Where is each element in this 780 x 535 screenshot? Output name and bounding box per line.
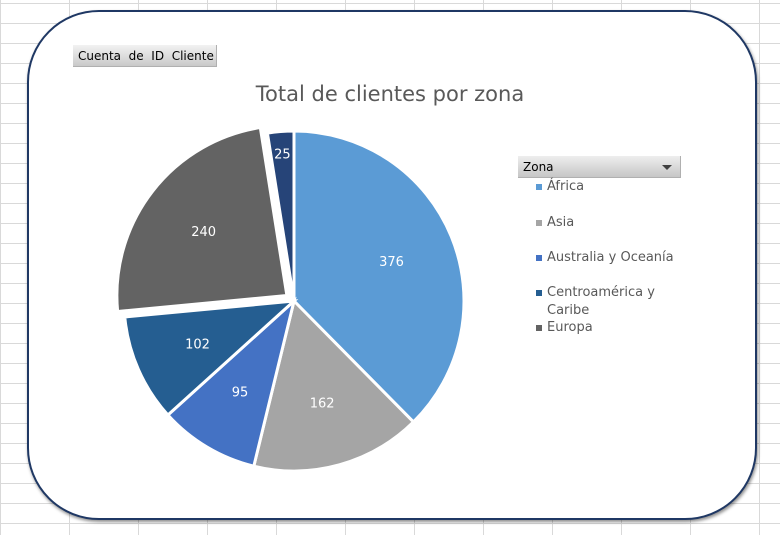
legend-swatch [536, 220, 542, 226]
legend-header-label: Zona [523, 160, 554, 174]
data-label: 240 [191, 225, 216, 240]
data-label: 102 [185, 337, 210, 352]
legend-label: Centroamérica y Caribe [547, 285, 655, 318]
legend-field-button[interactable]: Zona [518, 156, 681, 178]
chart-title: Total de clientes por zona [255, 82, 525, 106]
legend-label: África [547, 179, 585, 194]
legend-item: Centroamérica y Caribe [536, 284, 686, 320]
legend-label: Europa [547, 320, 593, 335]
legend-item: Europa [536, 319, 686, 337]
legend-swatch [536, 325, 542, 331]
legend-swatch [536, 184, 542, 190]
legend-item: África [536, 178, 686, 196]
pie-slice[interactable] [165, 296, 297, 468]
legend-item: Asia [536, 214, 686, 232]
legend-swatch [536, 290, 542, 296]
pie-slice[interactable] [123, 299, 299, 418]
data-label: 162 [310, 397, 335, 412]
pie-slice[interactable] [251, 298, 416, 473]
dropdown-arrow-icon[interactable] [662, 165, 672, 170]
legend-swatch [536, 255, 542, 261]
legend-label: Australia y Oceanía [547, 250, 674, 265]
pie-slice[interactable] [292, 129, 466, 425]
data-label: 376 [379, 255, 404, 270]
legend-label: Asia [547, 215, 575, 230]
value-field-button[interactable]: Cuenta de ID Cliente [73, 45, 217, 67]
pie-slice[interactable] [115, 125, 289, 314]
data-label: 95 [232, 386, 249, 401]
legend-item: Australia y Oceanía [536, 249, 686, 267]
data-label: 25 [274, 148, 291, 163]
pie-slice[interactable] [265, 129, 296, 302]
